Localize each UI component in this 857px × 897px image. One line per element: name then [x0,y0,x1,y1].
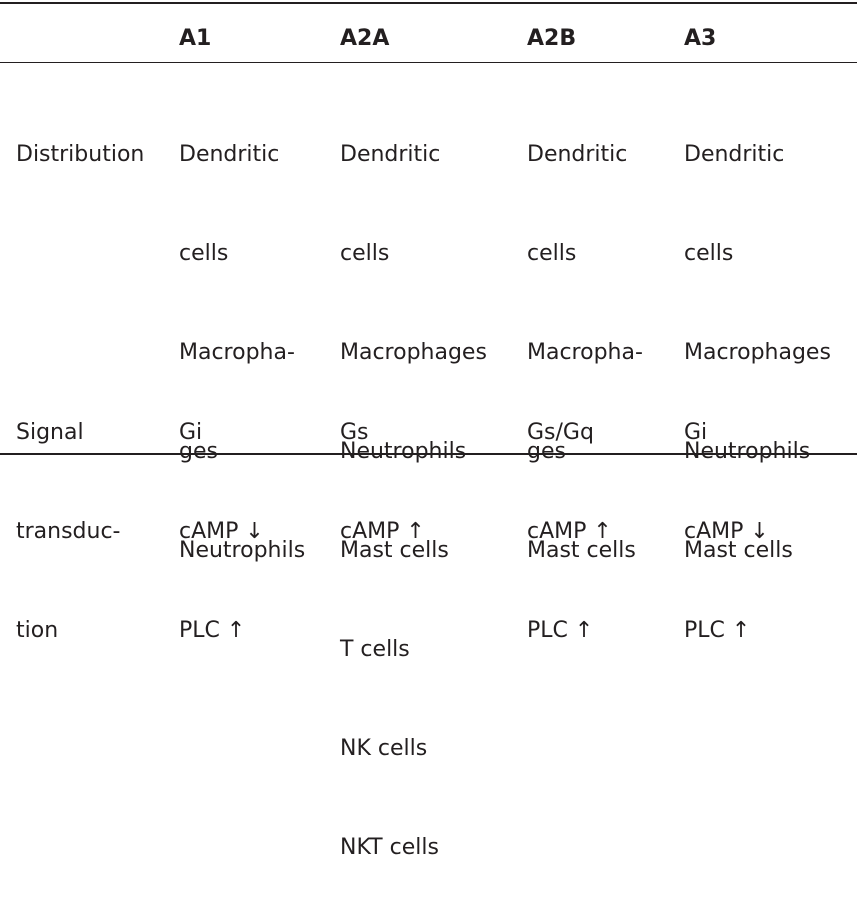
row-signal-transduction-a2a: Gs cAMP ↑ [340,420,425,544]
header-a2b: A2B [527,26,577,51]
header-divider-rule [0,62,857,63]
header-a3: A3 [684,26,717,51]
row-signal-transduction-a2b: Gs/Gq cAMP ↑ PLC ↑ [527,420,612,643]
table-top-rule [0,2,857,4]
header-a2a: A2A [340,26,390,51]
row-signal-transduction-a3: Gi cAMP ↓ PLC ↑ [684,420,769,643]
row-signal-transduction-a1: Gi cAMP ↓ PLC ↑ [179,420,264,643]
row-distribution-label: Distribution [16,142,145,167]
header-a1: A1 [179,26,212,51]
table-bottom-rule [0,453,857,455]
row-signal-transduction-label: Signal transduc- tion [16,420,121,643]
